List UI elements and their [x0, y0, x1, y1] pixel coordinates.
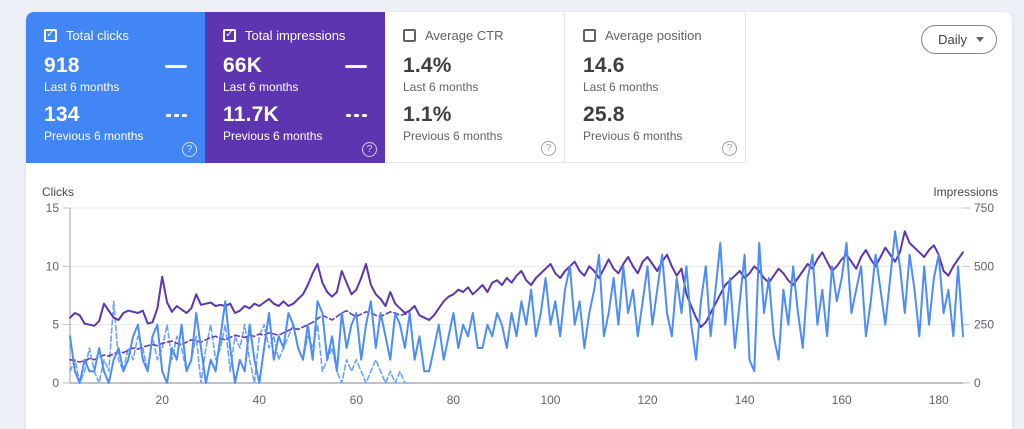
svg-text:15: 15: [46, 201, 60, 215]
dashed-line-legend-icon: [166, 113, 187, 117]
help-icon[interactable]: ?: [722, 141, 737, 156]
dashed-line-legend-icon: [346, 113, 367, 117]
right-axis-title: Impressions: [933, 185, 998, 199]
help-icon[interactable]: ?: [362, 142, 377, 157]
series-solid-clicks: [69, 230, 964, 384]
metric-card-label: Average CTR: [425, 27, 504, 43]
period-dropdown-label: Daily: [938, 32, 967, 47]
metric-current-label: Last 6 months: [583, 80, 659, 94]
svg-text:60: 60: [350, 393, 364, 407]
metric-current-value: 918: [44, 54, 80, 77]
performance-panel: Total clicks 918 Last 6 months 134 Previ…: [26, 12, 1012, 429]
svg-text:10: 10: [46, 259, 60, 273]
metric-card-label: Total clicks: [66, 27, 129, 43]
chevron-down-icon: [976, 37, 984, 42]
metric-previous-value: 25.8: [583, 103, 625, 126]
performance-chart-area: 0 5 10 15 0 250 500 750 20 40 60 80 100 120 140 160 180 C…: [26, 182, 1012, 422]
svg-text:160: 160: [832, 393, 852, 407]
metric-previous-label: Previous 6 months: [403, 129, 503, 143]
help-icon[interactable]: ?: [182, 142, 197, 157]
left-axis-title: Clicks: [42, 185, 74, 199]
metric-card-average-ctr[interactable]: Average CTR 1.4% Last 6 months 1.1% Prev…: [385, 12, 565, 163]
svg-text:180: 180: [929, 393, 949, 407]
svg-text:120: 120: [638, 393, 658, 407]
total-clicks-checkbox[interactable]: [44, 28, 57, 42]
solid-line-legend-icon: [165, 64, 187, 68]
period-dropdown[interactable]: Daily: [921, 25, 997, 54]
metric-previous-value: 1.1%: [403, 103, 452, 126]
series-dashed-impressions: [69, 309, 411, 363]
metric-current-value: 66K: [223, 54, 263, 77]
metric-current-value: 1.4%: [403, 54, 452, 77]
svg-text:500: 500: [974, 259, 994, 273]
metric-previous-value: 134: [44, 103, 80, 126]
average-ctr-checkbox[interactable]: [403, 28, 416, 42]
svg-text:20: 20: [156, 393, 170, 407]
svg-text:80: 80: [447, 393, 461, 407]
metric-current-label: Last 6 months: [44, 80, 120, 94]
metric-card-total-impressions[interactable]: Total impressions 66K Last 6 months 11.7…: [205, 12, 385, 163]
metric-card-label: Total impressions: [245, 27, 346, 43]
solid-line-legend-icon: [345, 64, 367, 68]
metric-current-label: Last 6 months: [223, 80, 299, 94]
average-position-checkbox[interactable]: [583, 28, 596, 42]
metric-card-average-position[interactable]: Average position 14.6 Last 6 months 25.8…: [565, 12, 746, 163]
total-impressions-checkbox[interactable]: [223, 28, 236, 42]
svg-text:100: 100: [540, 393, 560, 407]
svg-text:0: 0: [974, 376, 981, 390]
metric-previous-label: Previous 6 months: [583, 129, 683, 143]
svg-text:5: 5: [52, 318, 59, 332]
metric-previous-label: Previous 6 months: [44, 129, 144, 143]
help-icon[interactable]: ?: [541, 141, 556, 156]
svg-text:40: 40: [253, 393, 267, 407]
metric-current-value: 14.6: [583, 54, 625, 77]
svg-text:750: 750: [974, 201, 994, 215]
svg-text:0: 0: [52, 376, 59, 390]
metric-current-label: Last 6 months: [403, 80, 479, 94]
series-dashed-clicks: [69, 300, 411, 384]
metric-card-total-clicks[interactable]: Total clicks 918 Last 6 months 134 Previ…: [26, 12, 205, 163]
metric-previous-value: 11.7K: [223, 103, 279, 126]
svg-text:250: 250: [974, 318, 994, 332]
performance-chart: 0 5 10 15 0 250 500 750 20 40 60 80 100 120 140 160 180 C…: [42, 185, 998, 407]
svg-text:140: 140: [735, 393, 755, 407]
metric-card-label: Average position: [605, 27, 702, 43]
metric-previous-label: Previous 6 months: [223, 129, 323, 143]
